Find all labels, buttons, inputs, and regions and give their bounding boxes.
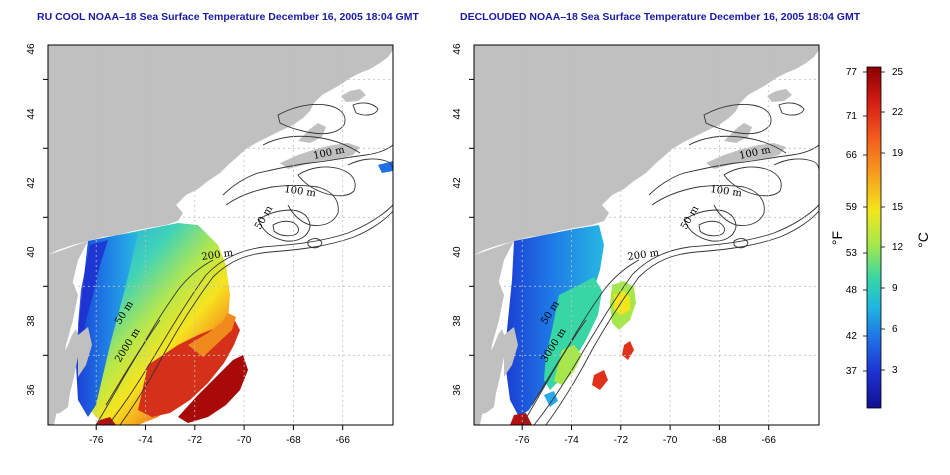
tick-label: -72 [188, 435, 203, 446]
tick-label: -70 [237, 435, 252, 446]
map-frame [473, 44, 820, 426]
colorbar-f-label: 37 [846, 366, 858, 377]
mid-atlantic-land-left [48, 275, 92, 425]
colorbar-c-label: 25 [892, 67, 904, 78]
colorbar-f-label: 77 [846, 67, 858, 78]
colorbar-c-label: 3 [892, 365, 898, 376]
sst-data-left [56, 115, 393, 425]
colorbar-unit-c: °C [915, 232, 931, 248]
colorbar-c-label: 19 [892, 148, 904, 159]
colorbar-f-label: 66 [846, 150, 858, 161]
colorbar-c-label: 9 [892, 283, 898, 294]
tick-label: 38 [452, 315, 463, 327]
tick-label: -74 [138, 435, 153, 446]
tick-label: -70 [663, 435, 678, 446]
colorbar-c-label: 12 [892, 242, 904, 253]
tick-label: -76 [89, 435, 104, 446]
colorbar-c-label: 15 [892, 202, 904, 213]
lat-tick-labels: 36 38 40 42 44 46 [26, 43, 37, 396]
contour-label: 200 m [627, 248, 660, 263]
tick-label: -68 [286, 435, 301, 446]
tick-label: -76 [515, 435, 530, 446]
colorbar-f-label: 59 [846, 202, 858, 213]
mid-atlantic-land-right [474, 275, 518, 425]
tick-label: -68 [712, 435, 727, 446]
colorbar-f-label: 53 [846, 248, 858, 259]
axis-ticks [469, 78, 770, 430]
tick-label: 46 [452, 43, 463, 55]
tick-label: -74 [564, 435, 579, 446]
tick-label: 42 [452, 177, 463, 189]
tick-label: 36 [26, 384, 37, 396]
colorbar-c-label: 6 [892, 324, 898, 335]
contour-label: 100 m [284, 184, 317, 199]
tick-label: -72 [614, 435, 629, 446]
colorbar-unit-f: °F [829, 231, 845, 245]
tick-label: 44 [26, 108, 37, 120]
contour-label: 200 m [201, 248, 234, 263]
tick-label: 44 [452, 108, 463, 120]
colorbar-f-label: 48 [846, 285, 858, 296]
map-panel-right: 100 m 100 m 50 m 200 m 50 m 3000 m -76 -… [452, 43, 820, 446]
tick-label: 38 [26, 315, 37, 327]
lon-tick-labels: -76 -74 -72 -70 -68 -66 [515, 435, 776, 446]
axis-ticks [43, 78, 344, 430]
colorbar-f-label: 42 [846, 331, 858, 342]
tick-label: 40 [26, 246, 37, 258]
map-panel-left: 100 m 100 m 50 m 200 m 50 m 2000 m -76 -… [26, 43, 394, 446]
panel-title-right: DECLOUDED NOAA–18 Sea Surface Temperatur… [460, 11, 861, 23]
tick-label: 46 [26, 43, 37, 55]
map-frame [47, 44, 394, 426]
contour-label: 100 m [710, 184, 743, 199]
tick-label: -66 [761, 435, 776, 446]
colorbar-f-label: 71 [846, 111, 858, 122]
panel-title-left: RU COOL NOAA–18 Sea Surface Temperature … [37, 11, 419, 23]
tick-label: 40 [452, 246, 463, 258]
tick-label: -66 [335, 435, 350, 446]
lon-tick-labels: -76 -74 -72 -70 -68 -66 [89, 435, 350, 446]
colorbar: 77 71 66 59 53 48 42 37 25 22 19 15 12 9… [829, 66, 931, 409]
lat-tick-labels: 36 38 40 42 44 46 [452, 43, 463, 396]
colorbar-c-label: 22 [892, 107, 904, 118]
colorbar-ramp [866, 66, 882, 409]
tick-label: 36 [452, 384, 463, 396]
tick-label: 42 [26, 177, 37, 189]
